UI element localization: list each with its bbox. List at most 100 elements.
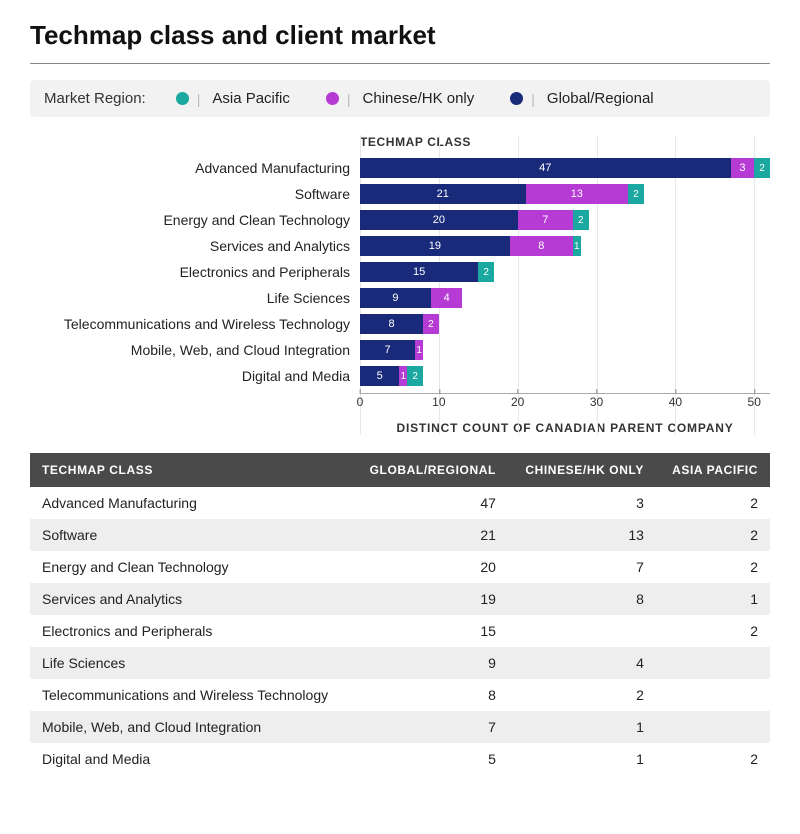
row-label: Electronics and Peripherals xyxy=(30,264,360,280)
table-cell: 2 xyxy=(508,679,656,711)
chart-row: Advanced Manufacturing4732 xyxy=(30,155,770,181)
table-cell: 20 xyxy=(352,551,508,583)
bar-segment-global: 21 xyxy=(360,184,526,204)
legend-swatch xyxy=(176,92,189,105)
table-cell: Digital and Media xyxy=(30,743,352,775)
table-cell: 1 xyxy=(656,583,770,615)
table-cell: Telecommunications and Wireless Technolo… xyxy=(30,679,352,711)
bar-segment-asia: 1 xyxy=(573,236,581,256)
row-label: Services and Analytics xyxy=(30,238,360,254)
table-cell: Mobile, Web, and Cloud Integration xyxy=(30,711,352,743)
legend-item: | Asia Pacific xyxy=(176,90,290,107)
bar-segment-global: 8 xyxy=(360,314,423,334)
bar-segment-asia: 2 xyxy=(628,184,644,204)
legend-label: Asia Pacific xyxy=(212,90,290,107)
axis-tick: 0 xyxy=(357,389,364,403)
axis-tick: 40 xyxy=(669,389,682,403)
legend-label: Chinese/HK only xyxy=(363,90,475,107)
bar-track: 82 xyxy=(360,314,770,334)
bar-segment-chinese: 13 xyxy=(526,184,629,204)
legend-separator: | xyxy=(347,91,351,107)
chart-row: Electronics and Peripherals152 xyxy=(30,259,770,285)
bar-segment-global: 9 xyxy=(360,288,431,308)
table-cell: 1 xyxy=(508,711,656,743)
table-cell: 7 xyxy=(508,551,656,583)
legend-separator: | xyxy=(531,91,535,107)
table-cell: 13 xyxy=(508,519,656,551)
row-label: Mobile, Web, and Cloud Integration xyxy=(30,342,360,358)
chart-row: Software21132 xyxy=(30,181,770,207)
legend: Market Region: | Asia Pacific | Chinese/HK … xyxy=(30,80,770,117)
legend-label: Global/Regional xyxy=(547,90,654,107)
table-cell: 7 xyxy=(352,711,508,743)
table-cell: 19 xyxy=(352,583,508,615)
row-label: Energy and Clean Technology xyxy=(30,212,360,228)
table-row: Energy and Clean Technology2072 xyxy=(30,551,770,583)
bar-chart: TECHMAP CLASS Advanced Manufacturing4732… xyxy=(30,135,770,435)
legend-swatch xyxy=(326,92,339,105)
chart-row: Mobile, Web, and Cloud Integration71 xyxy=(30,337,770,363)
table-cell: Energy and Clean Technology xyxy=(30,551,352,583)
bar-track: 2072 xyxy=(360,210,770,230)
table-cell: Electronics and Peripherals xyxy=(30,615,352,647)
bar-track: 71 xyxy=(360,340,770,360)
axis-tick: 20 xyxy=(511,389,524,403)
bar-segment-chinese: 4 xyxy=(431,288,463,308)
bar-segment-global: 7 xyxy=(360,340,415,360)
table-cell: 9 xyxy=(352,647,508,679)
row-label: Advanced Manufacturing xyxy=(30,160,360,176)
legend-title: Market Region: xyxy=(44,90,146,107)
row-label: Telecommunications and Wireless Technolo… xyxy=(30,316,360,332)
table-cell: 4 xyxy=(508,647,656,679)
bar-segment-global: 20 xyxy=(360,210,518,230)
chart-section-label: TECHMAP CLASS xyxy=(30,135,770,149)
bar-track: 1981 xyxy=(360,236,770,256)
table-cell: 8 xyxy=(352,679,508,711)
table-row: Mobile, Web, and Cloud Integration71 xyxy=(30,711,770,743)
table-cell: Life Sciences xyxy=(30,647,352,679)
table-cell xyxy=(656,711,770,743)
table-cell: 2 xyxy=(656,519,770,551)
bar-segment-chinese: 7 xyxy=(518,210,573,230)
table-cell: 8 xyxy=(508,583,656,615)
table-row: Digital and Media512 xyxy=(30,743,770,775)
bar-segment-global: 15 xyxy=(360,262,478,282)
chart-row: Digital and Media512 xyxy=(30,363,770,389)
bar-segment-chinese: 1 xyxy=(399,366,407,386)
table-cell: 21 xyxy=(352,519,508,551)
bar-segment-global: 19 xyxy=(360,236,510,256)
row-label: Software xyxy=(30,186,360,202)
table-cell xyxy=(656,647,770,679)
bar-segment-asia: 2 xyxy=(754,158,770,178)
table-cell: Software xyxy=(30,519,352,551)
table-cell: 2 xyxy=(656,487,770,519)
table-row: Services and Analytics1981 xyxy=(30,583,770,615)
chart-row: Life Sciences94 xyxy=(30,285,770,311)
bar-segment-asia: 2 xyxy=(407,366,423,386)
page-title: Techmap class and client market xyxy=(30,20,770,64)
x-axis: 01020304050 xyxy=(360,393,770,415)
axis-tick: 50 xyxy=(748,389,761,403)
axis-tick: 30 xyxy=(590,389,603,403)
bar-segment-chinese: 1 xyxy=(415,340,423,360)
axis-tick: 10 xyxy=(432,389,445,403)
table-cell: Services and Analytics xyxy=(30,583,352,615)
table-cell xyxy=(656,679,770,711)
bar-segment-global: 47 xyxy=(360,158,731,178)
legend-separator: | xyxy=(197,91,201,107)
table-cell: 15 xyxy=(352,615,508,647)
table-cell xyxy=(508,615,656,647)
table-row: Software21132 xyxy=(30,519,770,551)
chart-row: Telecommunications and Wireless Technolo… xyxy=(30,311,770,337)
table-header: TECHMAP CLASS xyxy=(30,453,352,487)
bar-segment-asia: 2 xyxy=(478,262,494,282)
table-cell: 2 xyxy=(656,615,770,647)
table-header: GLOBAL/REGIONAL xyxy=(352,453,508,487)
chart-row: Energy and Clean Technology2072 xyxy=(30,207,770,233)
row-label: Life Sciences xyxy=(30,290,360,306)
table-row: Telecommunications and Wireless Technolo… xyxy=(30,679,770,711)
bar-track: 94 xyxy=(360,288,770,308)
table-cell: 47 xyxy=(352,487,508,519)
row-label: Digital and Media xyxy=(30,368,360,384)
table-cell: 2 xyxy=(656,743,770,775)
